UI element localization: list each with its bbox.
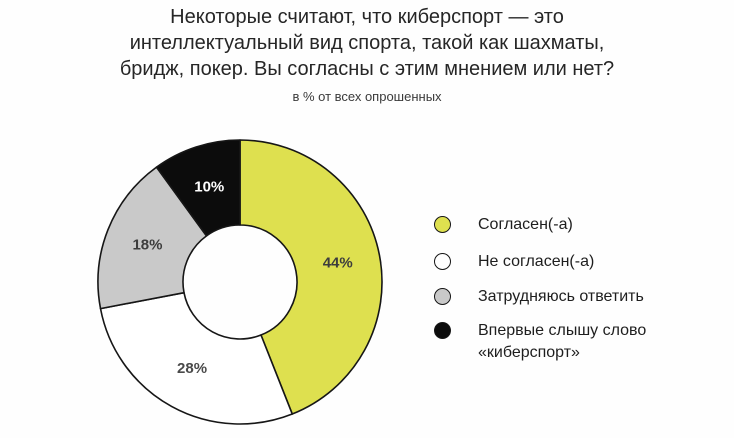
legend-item-undecided: Затрудняюсь ответить [434,286,694,308]
legend-item-disagree: Не согласен(-а) [434,251,694,273]
pie-slice-2 [97,166,208,310]
chart-legend: Согласен(-а) Не согласен(-а) Затрудняюсь… [434,214,694,364]
pie-slice-3 [155,139,241,237]
title-line-1: Некоторые считают, что киберспорт — это [170,6,564,28]
slice-label-3: 10% [194,178,224,195]
legend-item-never-heard: Впервые слышу слово «киберспорт» [434,320,694,364]
slice-label-1: 28% [177,360,207,377]
legend-label-disagree: Не согласен(-а) [478,253,595,270]
slice-label-2: 18% [132,236,162,253]
legend-swatch-never-heard [434,322,451,339]
title-line-3: бридж, покер. Вы согласны с этим мнением… [119,58,615,80]
legend-label-agree: Согласен(-а) [478,216,573,233]
slice-label-0: 44% [323,254,353,271]
legend-item-agree: Согласен(-а) [434,214,694,236]
pie-slice-1 [99,291,294,425]
legend-swatch-agree [434,216,451,233]
legend-label-undecided: Затрудняюсь ответить [478,288,644,305]
legend-swatch-disagree [434,253,451,270]
chart-title: Некоторые считают, что киберспорт — это … [0,4,734,105]
legend-label-never-heard: Впервые слышу слово «киберспорт» [478,322,647,361]
legend-swatch-undecided [434,288,451,305]
pie-slice-0 [239,139,383,415]
title-line-2: интеллектуальный вид спорта, такой как ш… [129,32,605,54]
chart-subtitle: в % от всех опрошенных [292,89,442,104]
